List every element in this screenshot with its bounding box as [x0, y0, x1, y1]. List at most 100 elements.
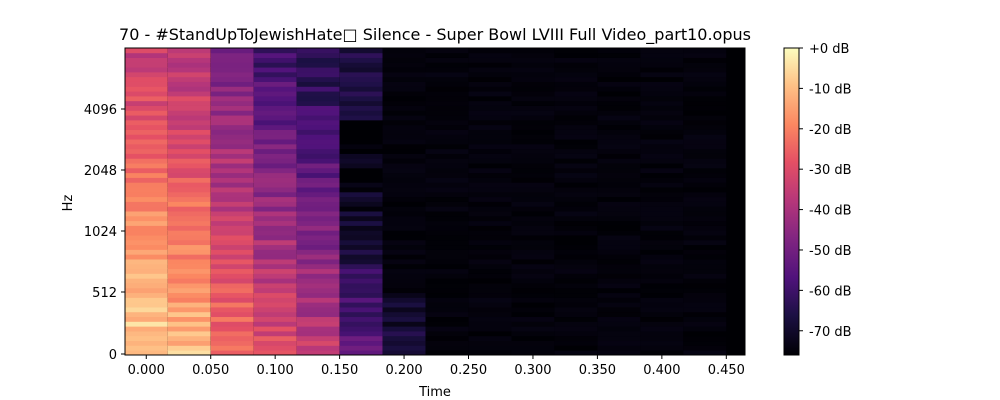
spectrogram-cell [640, 134, 684, 140]
spectrogram-cell [683, 95, 727, 102]
spectrogram-cell [167, 100, 211, 106]
spectrogram-cell [468, 52, 512, 58]
spectrogram-cell [683, 182, 727, 188]
spectrogram-cell [210, 249, 254, 255]
spectrogram-cell [468, 48, 512, 54]
spectrogram-cell [554, 167, 598, 174]
spectrogram-cell [382, 143, 426, 150]
spectrogram-cell [554, 345, 598, 351]
spectrogram-cell [511, 254, 555, 260]
colorbar-tick-label: -30 dB [809, 163, 852, 178]
spectrogram-cell [296, 292, 340, 298]
spectrogram-cell [296, 110, 340, 116]
y-tick-label: 2048 [84, 164, 117, 179]
spectrogram-cell [253, 187, 297, 193]
spectrogram-cell [683, 292, 727, 298]
spectrogram-cell [167, 326, 211, 332]
spectrogram-cell [683, 81, 727, 87]
spectrogram-cell [253, 321, 297, 327]
spectrogram-cell [468, 335, 512, 342]
spectrogram-cell [511, 345, 555, 351]
spectrogram-cell [554, 316, 598, 322]
spectrogram-cell [425, 201, 469, 207]
spectrogram-cell [210, 259, 254, 265]
spectrogram-cell [125, 187, 168, 193]
spectrogram-cell [468, 110, 512, 116]
spectrogram-cell [339, 326, 383, 332]
spectrogram-cell [683, 158, 727, 164]
spectrogram-cell [425, 115, 469, 121]
spectrogram-cell [296, 139, 340, 145]
spectrogram-cell [425, 340, 469, 346]
spectrogram-cell [554, 249, 598, 255]
spectrogram-cell [511, 67, 555, 73]
spectrogram-cell [425, 187, 469, 193]
spectrogram-cell [554, 158, 598, 164]
spectrogram-cell [210, 95, 254, 102]
spectrogram-cell [640, 143, 684, 150]
spectrogram-cell [125, 57, 168, 63]
spectrogram-cell [425, 211, 469, 217]
spectrogram-cell [167, 57, 211, 63]
spectrogram-cell [468, 86, 512, 92]
spectrogram-cell [339, 71, 383, 78]
spectrogram-cell [554, 292, 598, 298]
spectrogram-cell [640, 71, 684, 78]
spectrogram-cell [640, 201, 684, 207]
spectrogram-cell [425, 307, 469, 313]
spectrogram-cell [125, 254, 168, 260]
spectrogram-cell [210, 268, 254, 274]
spectrogram-cell [167, 119, 211, 126]
spectrogram-cell [339, 230, 383, 236]
spectrogram-cell [253, 254, 297, 260]
spectrogram-cell [382, 316, 426, 322]
x-tick-label: 0.200 [385, 363, 422, 378]
spectrogram-cell [511, 119, 555, 126]
spectrogram-cell [597, 86, 641, 92]
spectrogram-cell [597, 187, 641, 193]
spectrogram-cell [296, 220, 340, 226]
spectrogram-cell [640, 292, 684, 298]
spectrogram-cell [296, 124, 340, 130]
spectrogram-cell [683, 225, 727, 231]
spectrogram-cell [210, 119, 254, 126]
spectrogram-cell [339, 105, 383, 111]
spectrogram-cell [554, 273, 598, 279]
spectrogram-cell [425, 134, 469, 140]
spectrogram-cell [382, 259, 426, 265]
spectrogram-cell [511, 124, 555, 130]
spectrogram-cell [468, 100, 512, 106]
spectrogram-cell [468, 259, 512, 265]
spectrogram-cell [554, 172, 598, 178]
spectrogram-cell [554, 206, 598, 212]
spectrogram-cell [253, 263, 297, 270]
spectrogram-cell [468, 311, 512, 318]
spectrogram-cell [210, 187, 254, 193]
spectrogram-cell [167, 211, 211, 217]
spectrogram-cell [382, 278, 426, 284]
spectrogram-cell [210, 124, 254, 130]
spectrogram-cell [511, 215, 555, 222]
spectrogram-cell [339, 239, 383, 246]
spectrogram-cell [425, 350, 469, 356]
spectrogram-cell [554, 57, 598, 63]
spectrogram-cell [339, 254, 383, 260]
spectrogram-cell [296, 62, 340, 68]
spectrogram-cell [597, 143, 641, 150]
spectrogram-cell [339, 100, 383, 106]
colorbar-tick-label: -70 dB [809, 325, 852, 340]
spectrogram-cell [683, 307, 727, 313]
spectrogram-cell [167, 235, 211, 241]
spectrogram-cell [253, 81, 297, 87]
spectrogram-cell [382, 148, 426, 154]
spectrogram-cell [296, 273, 340, 279]
spectrogram-cell [339, 57, 383, 63]
spectrogram-cell [640, 124, 684, 130]
spectrogram-cell [468, 244, 512, 250]
spectrogram-cell [640, 235, 684, 241]
spectrogram-cell [597, 254, 641, 260]
spectrogram-cell [125, 220, 168, 226]
spectrogram-cell [210, 105, 254, 111]
spectrogram-cell [511, 177, 555, 183]
